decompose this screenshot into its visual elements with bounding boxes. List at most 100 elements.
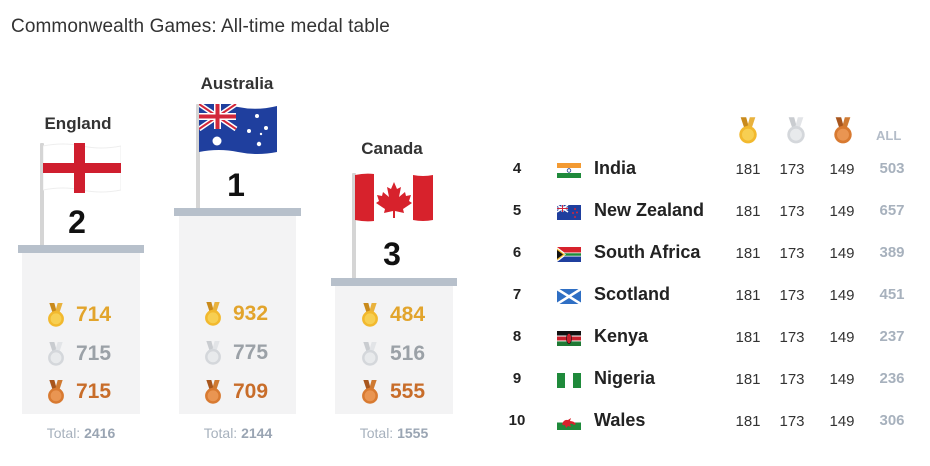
new-zealand-flag-icon — [557, 205, 581, 220]
wales-flag-icon — [557, 415, 581, 430]
canada-flag-icon — [355, 172, 433, 224]
row-bronze: 149 — [829, 413, 855, 430]
row-gold: 181 — [735, 329, 761, 346]
bronze-medal-icon — [832, 116, 854, 146]
india-flag-icon — [557, 163, 581, 178]
podium-country-name: Australia — [200, 74, 274, 93]
row-silver: 173 — [779, 245, 805, 262]
row-country: Wales — [594, 410, 646, 430]
gold-count: 484 — [390, 303, 426, 326]
podium-bronze-row: 715 — [46, 377, 111, 407]
row-all: 503 — [879, 160, 905, 177]
table-row: 7 Scotland 181 173 149 451 — [500, 280, 920, 312]
silver-medal-icon — [360, 341, 380, 368]
table-row: 5 New Zealand 181 173 149 657 — [500, 196, 920, 228]
england-flag-icon — [43, 143, 121, 193]
podium-gold-row: 484 — [360, 300, 425, 330]
row-all: 389 — [879, 244, 905, 261]
row-country: Scotland — [594, 284, 671, 304]
podium-step-top — [18, 245, 144, 253]
table-row: 10 Wales 181 173 149 306 — [500, 406, 920, 438]
podium-silver-row: 516 — [360, 339, 425, 369]
silver-count: 516 — [390, 342, 426, 365]
row-bronze: 149 — [829, 245, 855, 262]
bronze-medal-icon — [46, 379, 66, 406]
gold-medal-icon — [360, 302, 380, 329]
row-all: 306 — [879, 412, 905, 429]
row-bronze: 149 — [829, 329, 855, 346]
podium-total: Total: 2416 — [11, 425, 151, 441]
row-rank: 7 — [512, 286, 522, 303]
all-column-header: ALL — [876, 128, 902, 143]
flag-pole — [352, 173, 356, 281]
row-bronze: 149 — [829, 371, 855, 388]
row-all: 236 — [879, 370, 905, 387]
row-all: 657 — [879, 202, 905, 219]
podium-step — [179, 216, 296, 414]
podium-step — [335, 286, 453, 414]
row-rank: 6 — [512, 244, 522, 261]
australia-flag-icon — [199, 104, 277, 156]
south-africa-flag-icon — [557, 247, 581, 262]
flag-pole — [196, 104, 200, 210]
row-rank: 5 — [512, 202, 522, 219]
row-country: New Zealand — [594, 200, 705, 220]
row-bronze: 149 — [829, 203, 855, 220]
row-silver: 173 — [779, 287, 805, 304]
gold-count: 932 — [233, 302, 269, 325]
row-gold: 181 — [735, 287, 761, 304]
podium-bronze-row: 709 — [203, 377, 268, 407]
row-silver: 173 — [779, 203, 805, 220]
podium-step-top — [174, 208, 301, 216]
row-gold: 181 — [735, 203, 761, 220]
total-value: 1555 — [397, 425, 429, 441]
total-label: Total: — [203, 425, 238, 441]
row-gold: 181 — [735, 161, 761, 178]
silver-medal-icon — [46, 341, 66, 368]
row-rank: 8 — [512, 328, 522, 345]
podium-silver-row: 775 — [203, 338, 268, 368]
row-gold: 181 — [735, 245, 761, 262]
flag-pole — [40, 143, 44, 247]
bronze-count: 555 — [390, 380, 426, 403]
row-gold: 181 — [735, 371, 761, 388]
podium-bronze-row: 555 — [360, 377, 425, 407]
total-value: 2144 — [241, 425, 273, 441]
scotland-flag-icon — [557, 289, 581, 304]
podium-silver-row: 715 — [46, 339, 111, 369]
silver-medal-icon — [785, 116, 807, 146]
total-label: Total: — [46, 425, 81, 441]
podium-country-name: Canada — [361, 139, 423, 158]
table-row: 9 Nigeria 181 173 149 236 — [500, 364, 920, 396]
row-silver: 173 — [779, 329, 805, 346]
table-row: 4 India 181 173 149 503 — [500, 154, 920, 186]
podium-step-top — [331, 278, 457, 286]
row-country: India — [594, 158, 637, 178]
row-rank: 10 — [508, 412, 526, 429]
row-silver: 173 — [779, 371, 805, 388]
podium-total: Total: 2144 — [168, 425, 308, 441]
podium-rank: 3 — [383, 236, 401, 272]
bronze-medal-icon — [360, 379, 380, 406]
page-title: Commonwealth Games: All-time medal table — [11, 16, 390, 37]
row-country: Kenya — [594, 326, 649, 346]
bronze-count: 715 — [76, 380, 112, 403]
kenya-flag-icon — [557, 331, 581, 346]
row-all: 451 — [879, 286, 905, 303]
row-country: South Africa — [594, 242, 701, 262]
row-silver: 173 — [779, 413, 805, 430]
podium-gold-row: 932 — [203, 299, 268, 329]
bronze-medal-icon — [203, 379, 223, 406]
podium-total: Total: 1555 — [324, 425, 464, 441]
podium-step — [22, 253, 140, 414]
nigeria-flag-icon — [557, 373, 581, 388]
row-bronze: 149 — [829, 287, 855, 304]
row-gold: 181 — [735, 413, 761, 430]
total-value: 2416 — [84, 425, 116, 441]
row-rank: 4 — [512, 160, 522, 177]
gold-medal-icon — [737, 116, 759, 146]
row-all: 237 — [879, 328, 905, 345]
gold-medal-icon — [46, 302, 66, 329]
silver-count: 775 — [233, 341, 269, 364]
podium-rank: 2 — [68, 204, 86, 240]
